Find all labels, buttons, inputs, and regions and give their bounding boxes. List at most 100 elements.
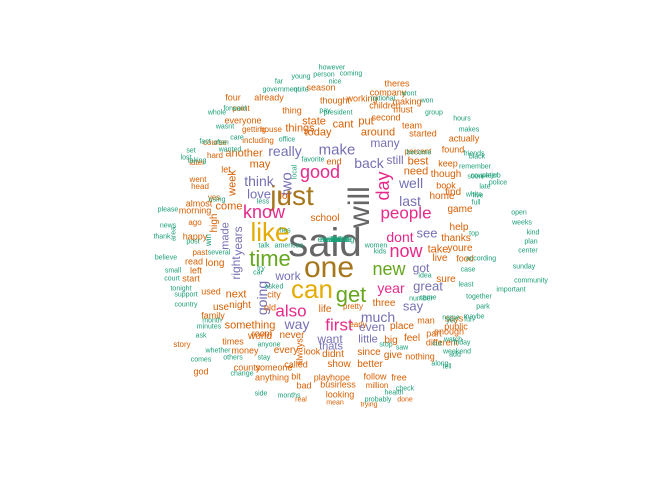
word: whether [205,347,231,355]
word: however [318,64,346,72]
word: company [369,87,407,98]
word: making [392,96,422,107]
word: food [456,253,474,264]
word: thought [319,95,351,106]
word: story [173,340,191,349]
word: friday [453,339,471,347]
word: made [219,222,232,250]
word: along [431,360,449,368]
word: money [231,345,259,356]
word: good [299,162,341,182]
word: often [213,139,229,147]
word: tell [442,363,452,371]
word: according [465,255,497,263]
word: believe [154,254,178,262]
word: talk [258,242,270,250]
word: say [402,298,424,314]
word: fact [199,138,211,146]
word: found [441,144,465,155]
word: small [164,267,182,275]
word: tonight [170,285,192,293]
word: white [465,191,483,199]
word: better [357,359,383,370]
word: big [384,335,398,346]
word: live [432,253,448,264]
word: young [291,73,311,81]
word: watch [443,336,463,344]
word: friends [463,150,485,158]
word: look [303,346,321,357]
word: need [403,165,429,178]
word: nothing [405,351,435,362]
word: kind [526,229,540,237]
word: cut [432,340,442,348]
word: get [335,282,367,307]
word: see [416,225,438,241]
word: american [274,242,304,250]
word: add [449,351,461,359]
word: show [327,359,351,370]
word: available [320,235,352,244]
word: forward [223,105,247,113]
word: national [370,95,396,103]
word: top [469,230,479,238]
word: health [384,389,404,397]
word: world [248,331,272,342]
word: end [326,156,342,167]
word: real [295,396,307,404]
word: right [229,256,243,280]
word: remember [459,163,491,171]
word: community [514,277,548,285]
word: hes [279,227,291,235]
word: thanks [441,233,471,244]
word: find [444,187,462,198]
word: much [360,309,396,325]
word: even [358,320,386,334]
word: think [244,173,274,189]
word: play [313,372,331,383]
word: come [215,200,243,213]
word: day [373,171,393,201]
word: several [207,249,231,257]
word: police [488,179,508,187]
word: season [306,82,336,93]
word: make [318,141,356,159]
word: keep [438,158,458,169]
word: important [496,286,526,294]
word: book [436,180,456,191]
word: anyone [257,341,281,349]
word: happy [182,231,208,242]
word: working [346,93,378,104]
word: late [479,183,491,191]
word: free [391,372,407,383]
word: year [377,280,405,296]
word: later [189,158,205,167]
word: name [442,314,460,322]
word: looking [325,389,355,400]
word: life [318,304,332,315]
word: bad [296,380,312,391]
word: sunday [512,263,536,271]
word: times [222,336,244,347]
word: women [364,242,388,250]
word: different [425,337,459,348]
word: local [291,164,299,180]
word: wont [401,90,417,98]
word: place [390,321,414,332]
word: stay [257,354,271,362]
word: less [256,198,270,206]
word: become [406,149,432,157]
word: one [303,251,355,284]
word: someone [255,362,293,373]
word: way [284,316,310,332]
word: wanted [218,146,242,154]
word: things [285,122,315,135]
word: head [191,182,209,191]
word: put [358,115,374,128]
word: use [212,302,230,313]
word: government [262,86,300,94]
word: taking [187,157,207,165]
word: old [263,302,277,313]
word: home [429,191,455,202]
